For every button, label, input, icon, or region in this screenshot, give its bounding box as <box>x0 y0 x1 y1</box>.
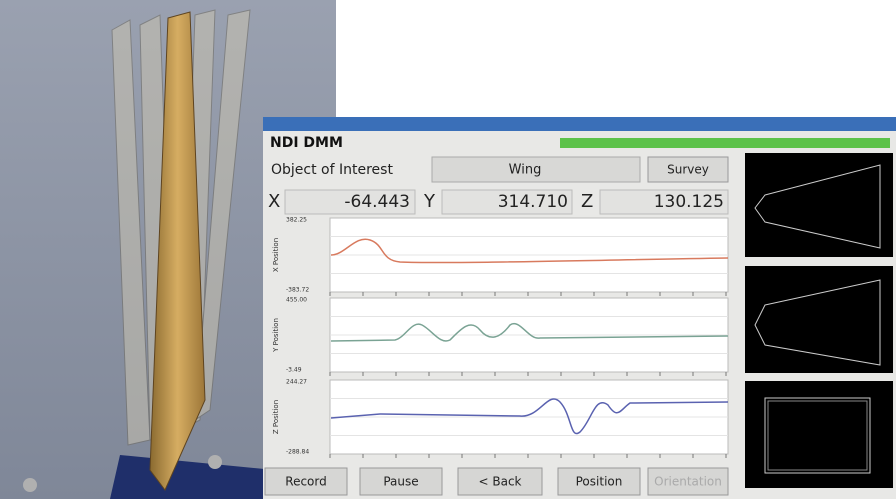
plot-bottom-label: -3.49 <box>286 367 302 374</box>
button-label: Record <box>285 475 326 489</box>
plot-top-label: 455.00 <box>286 297 307 304</box>
z-label: Z <box>581 191 593 212</box>
app-title: NDI DMM <box>270 135 343 151</box>
plot-top-label: 382.25 <box>286 217 307 224</box>
button-label: < Back <box>478 475 521 489</box>
button-label: Position <box>576 475 623 489</box>
plot-axis-label: Y Position <box>272 318 280 353</box>
x-value: -64.443 <box>344 192 410 212</box>
bolt <box>208 455 222 469</box>
object-value: Wing <box>509 163 542 178</box>
plot-axis-label: Z Position <box>272 400 280 434</box>
button-label: Orientation <box>654 475 722 489</box>
y-value: 314.710 <box>498 192 568 212</box>
bolt <box>23 478 37 492</box>
status-bar <box>560 138 890 148</box>
object-label: Object of Interest <box>271 162 393 178</box>
plot-bottom-label: -288.84 <box>286 449 309 456</box>
title-bar <box>263 117 896 131</box>
thumbnail <box>745 153 893 257</box>
plot-top-label: 244.27 <box>286 379 307 386</box>
plot-axis-label: X Position <box>272 238 280 272</box>
thumbnails <box>745 153 893 488</box>
scene: NDI DMM Object of Interest Wing Survey X… <box>0 0 896 499</box>
x-label: X <box>268 191 280 212</box>
survey-label: Survey <box>667 163 709 177</box>
thumbnail <box>745 381 893 488</box>
plot-bottom-label: -383.72 <box>286 287 309 294</box>
button-label: Pause <box>383 475 418 489</box>
page: {"app": {"title": "NDI DMM", "object_lab… <box>0 0 896 499</box>
y-label: Y <box>423 191 436 212</box>
z-value: 130.125 <box>654 192 724 212</box>
